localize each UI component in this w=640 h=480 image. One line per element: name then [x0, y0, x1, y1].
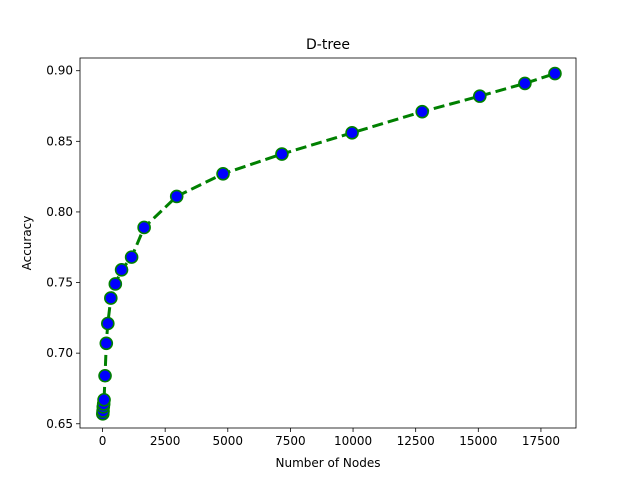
data-point	[345, 126, 359, 140]
data-point	[169, 189, 184, 204]
y-axis-label: Accuracy	[20, 216, 34, 271]
plot-area	[80, 58, 576, 428]
data-point	[124, 250, 139, 264]
data-point	[108, 277, 123, 291]
data-point	[275, 147, 289, 161]
axes-frame	[79, 57, 577, 429]
data-point	[101, 316, 115, 331]
data-point	[98, 368, 112, 383]
data-point	[104, 291, 118, 305]
x-tick-label: 15000	[459, 434, 497, 448]
data-point	[216, 167, 230, 181]
data-point	[114, 263, 129, 277]
data-point	[518, 76, 532, 91]
x-tick-label: 2500	[150, 434, 181, 448]
x-tick-label: 7500	[275, 434, 306, 448]
axes-layer: 0 2500 5000 7500 10000 12500 15000 17500 0.65 0.7…	[46, 57, 577, 448]
y-tick-label: 0.90	[46, 64, 73, 78]
x-tick-label: 10000	[334, 434, 372, 448]
y-tick-label: 0.80	[46, 205, 73, 219]
y-tick-label: 0.70	[46, 346, 73, 360]
data-point	[99, 336, 114, 351]
x-tick-label: 12500	[397, 434, 435, 448]
y-tick-label: 0.75	[46, 276, 73, 290]
x-tick-label: 17500	[522, 434, 560, 448]
chart-title: D-tree	[306, 37, 350, 53]
series-layer	[95, 66, 562, 421]
data-point	[97, 392, 111, 407]
data-point	[548, 66, 562, 81]
y-tick-label: 0.65	[46, 417, 73, 431]
x-tick-label: 0	[99, 434, 107, 448]
data-point	[137, 220, 151, 235]
data-point	[415, 104, 429, 119]
y-tick-label: 0.85	[46, 134, 73, 148]
x-tick-label: 5000	[213, 434, 244, 448]
data-point	[473, 89, 487, 103]
x-axis-label: Number of Nodes	[276, 456, 381, 470]
